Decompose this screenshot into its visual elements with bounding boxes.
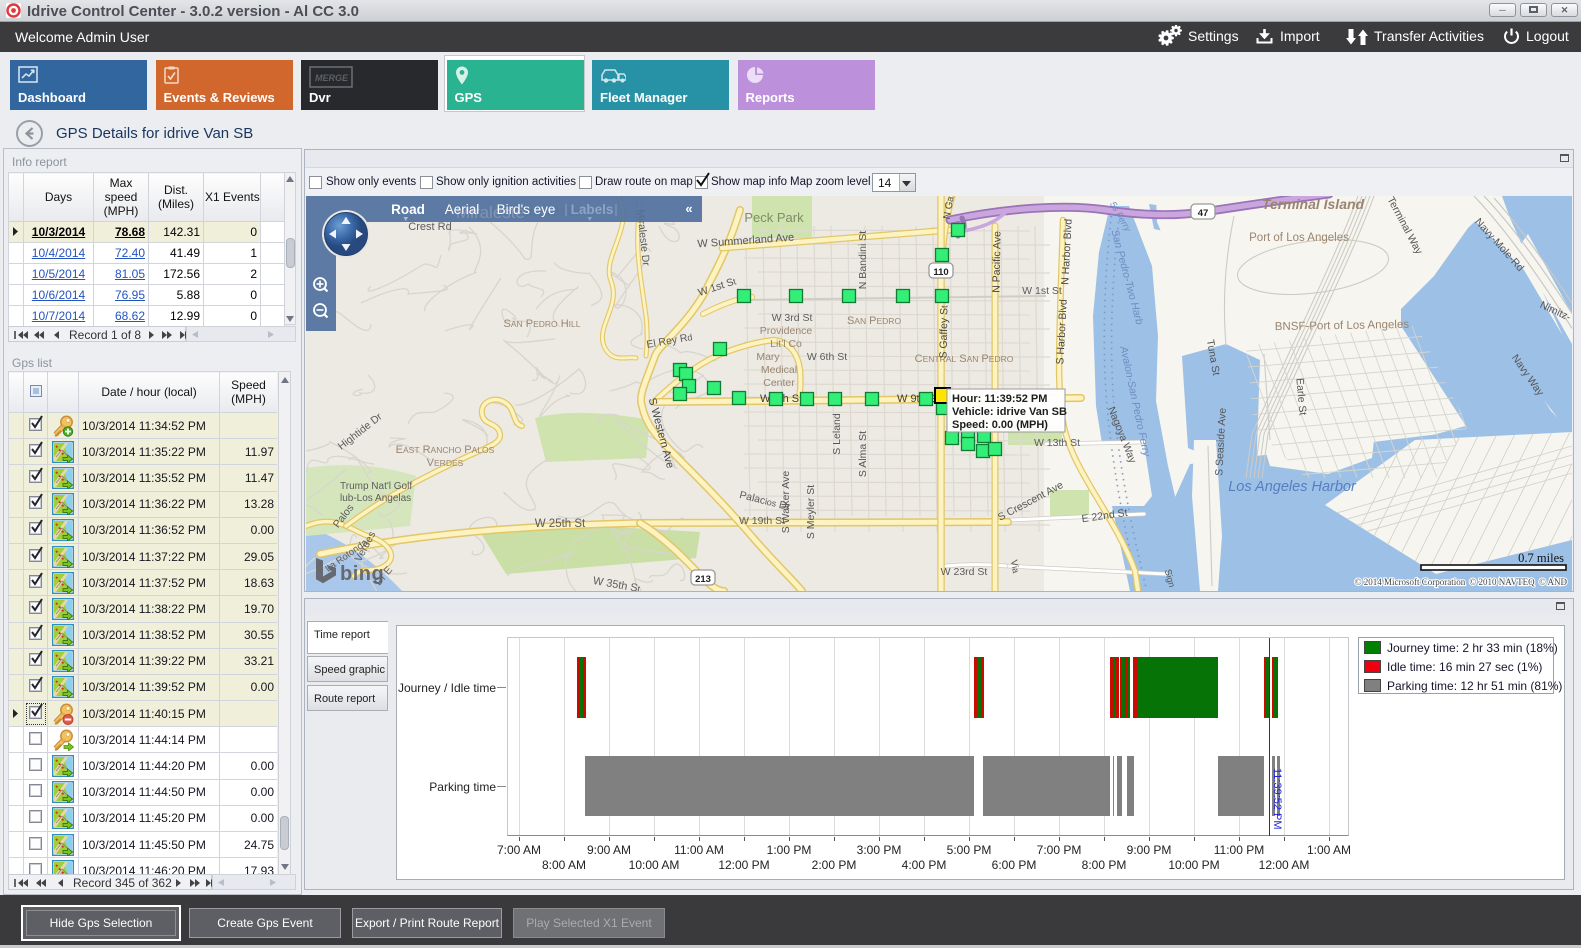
svg-text:VERDES: VERDES <box>427 457 464 469</box>
svg-text:Via: Via <box>1008 559 1021 574</box>
svg-text:Terminal Island: Terminal Island <box>1262 196 1365 212</box>
svg-text:Bird's eye: Bird's eye <box>497 202 556 217</box>
svg-text:S Harbor Blvd: S Harbor Blvd <box>1054 299 1069 365</box>
svg-text:Port of Los Angeles: Port of Los Angeles <box>1249 232 1349 244</box>
svg-text:W 25th St: W 25th St <box>535 518 586 530</box>
svg-text:Miraleste: Miraleste <box>456 203 525 222</box>
svg-text:lub-Los Angelas: lub-Los Angelas <box>340 493 411 504</box>
svg-text:Miraleste Dr: Miraleste Dr <box>634 209 652 267</box>
svg-text:213: 213 <box>695 574 711 585</box>
svg-text:Crest Rd: Crest Rd <box>408 221 451 233</box>
svg-text:110: 110 <box>933 267 948 278</box>
svg-text:© 2014 Microsoft Corporation: © 2014 Microsoft Corporation <box>1355 577 1466 587</box>
svg-text:Earle St: Earle St <box>1293 378 1308 416</box>
svg-text:MERGE: MERGE <box>315 73 349 83</box>
svg-text:W 6th St: W 6th St <box>807 351 847 363</box>
svg-text:Road: Road <box>391 202 425 217</box>
svg-text:W 19th St: W 19th St <box>739 515 785 527</box>
svg-text:bing: bing <box>340 563 384 585</box>
svg-text:S Meyler St: S Meyler St <box>805 485 817 539</box>
svg-text:Trump Nat'l Golf: Trump Nat'l Golf <box>340 481 412 492</box>
svg-text:47: 47 <box>1198 208 1209 219</box>
svg-text:BNSF-Port of Los Angeles: BNSF-Port of Los Angeles <box>1275 319 1410 333</box>
svg-text:Labels: Labels <box>571 202 614 217</box>
svg-text:S Seaside Ave: S Seaside Ave <box>1213 407 1229 476</box>
svg-text:S Walker Ave: S Walker Ave <box>780 471 792 534</box>
svg-text:SAN PEDRO HILL: SAN PEDRO HILL <box>504 318 581 330</box>
svg-text:CENTRAL SAN PEDRO: CENTRAL SAN PEDRO <box>915 353 1014 365</box>
svg-text:N Bandini St: N Bandini St <box>857 231 869 289</box>
svg-text:Lit'l Co: Lit'l Co <box>770 338 802 350</box>
svg-text:N Gaff: N Gaff <box>942 196 958 220</box>
svg-text:Los Angeles Harbor: Los Angeles Harbor <box>1228 479 1357 495</box>
svg-text:W 13th St: W 13th St <box>1034 437 1080 449</box>
svg-text:Aerial: Aerial <box>445 202 480 217</box>
svg-text:N Harbor Blvd: N Harbor Blvd <box>1059 218 1074 285</box>
svg-text:Hour: 11:39:52 PM: Hour: 11:39:52 PM <box>952 393 1047 405</box>
svg-text:EAST RANCHO PALOS: EAST RANCHO PALOS <box>396 444 495 456</box>
svg-text:W 3rd St: W 3rd St <box>772 312 813 324</box>
svg-text:W 23rd St: W 23rd St <box>941 566 988 578</box>
svg-text:Peck Park: Peck Park <box>744 210 804 225</box>
svg-text:S Leland: S Leland <box>831 413 843 455</box>
svg-text:© 2010 NAVTEQ: © 2010 NAVTEQ <box>1469 577 1535 587</box>
svg-text:N Pacific Ave: N Pacific Ave <box>990 231 1003 293</box>
svg-text:«: « <box>685 201 692 216</box>
svg-text:0.7 miles: 0.7 miles <box>1518 551 1564 565</box>
svg-text:Speed: 0.00 (MPH): Speed: 0.00 (MPH) <box>952 419 1048 431</box>
svg-text:W 1st St: W 1st St <box>1022 285 1062 297</box>
svg-text:SAN PEDRO: SAN PEDRO <box>847 315 902 327</box>
svg-text:Mary: Mary <box>756 351 780 363</box>
svg-text:Providence: Providence <box>760 325 813 337</box>
svg-text:S Alma St: S Alma St <box>857 431 869 477</box>
svg-text:© AND: © AND <box>1539 577 1568 587</box>
svg-text:S Gaffey St: S Gaffey St <box>938 305 951 359</box>
svg-text:Center: Center <box>763 377 795 389</box>
svg-text:Medical: Medical <box>761 364 797 376</box>
svg-text:Vehicle: idrive Van SB: Vehicle: idrive Van SB <box>952 406 1067 418</box>
